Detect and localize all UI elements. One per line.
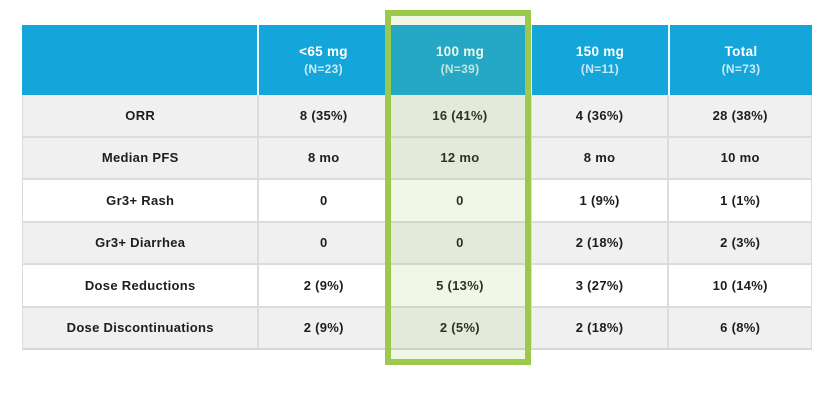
column-label: 150 mg — [575, 43, 625, 59]
cell: 2 (18%) — [529, 307, 668, 348]
cell: 1 (9%) — [529, 180, 668, 221]
column-n: (N=73) — [721, 62, 761, 77]
header-cell-total: Total (N=73) — [668, 25, 812, 95]
row-label: Dose Discontinuations — [23, 307, 258, 348]
cell: 2 (5%) — [388, 307, 530, 348]
cell: 8 mo — [529, 137, 668, 178]
cell: 28 (38%) — [667, 95, 812, 136]
table-row-gr3-diarrhea: Gr3+ Diarrhea 0 0 2 (18%) 2 (3%) — [23, 220, 812, 263]
cell: 10 (14%) — [667, 265, 812, 306]
cell: 16 (41%) — [388, 95, 530, 136]
header-cell-150mg: 150 mg (N=11) — [530, 25, 668, 95]
column-label: 100 mg — [435, 43, 485, 59]
cell: 6 (8%) — [667, 307, 812, 348]
table-row-median-pfs: Median PFS 8 mo 12 mo 8 mo 10 mo — [23, 135, 812, 178]
header-cell-100mg: 100 mg (N=39) — [388, 25, 530, 95]
cell: 5 (13%) — [388, 265, 530, 306]
table-row-dose-discontinuations: Dose Discontinuations 2 (9%) 2 (5%) 2 (1… — [23, 305, 812, 348]
row-label: ORR — [23, 95, 258, 136]
column-label: Total — [724, 43, 758, 59]
cell: 0 — [257, 180, 389, 221]
column-label: <65 mg — [299, 43, 348, 59]
row-label: Gr3+ Rash — [23, 180, 258, 221]
table-header-row: <65 mg (N=23) 100 mg (N=39) 150 mg (N=11… — [22, 25, 812, 95]
row-label: Gr3+ Diarrhea — [23, 222, 258, 263]
column-n: (N=11) — [580, 62, 620, 77]
cell: 8 mo — [257, 137, 389, 178]
column-n: (N=23) — [304, 62, 343, 77]
cell: 12 mo — [388, 137, 530, 178]
header-cell-under65mg: <65 mg (N=23) — [257, 25, 388, 95]
header-cell-blank — [22, 25, 257, 95]
row-label: Median PFS — [23, 137, 258, 178]
row-label: Dose Reductions — [23, 265, 258, 306]
cell: 0 — [388, 180, 530, 221]
cell: 0 — [257, 222, 389, 263]
cell: 2 (18%) — [529, 222, 668, 263]
cell: 2 (9%) — [257, 265, 389, 306]
cell: 2 (3%) — [667, 222, 812, 263]
cell: 2 (9%) — [257, 307, 389, 348]
cell: 1 (1%) — [667, 180, 812, 221]
dose-outcomes-table: <65 mg (N=23) 100 mg (N=39) 150 mg (N=11… — [22, 25, 812, 350]
cell: 8 (35%) — [257, 95, 389, 136]
table-body: ORR 8 (35%) 16 (41%) 4 (36%) 28 (38%) Me… — [22, 95, 812, 350]
cell: 0 — [388, 222, 530, 263]
table-row-gr3-rash: Gr3+ Rash 0 0 1 (9%) 1 (1%) — [23, 178, 812, 221]
cell: 4 (36%) — [529, 95, 668, 136]
column-n: (N=39) — [440, 62, 480, 77]
table-row-dose-reductions: Dose Reductions 2 (9%) 5 (13%) 3 (27%) 1… — [23, 263, 812, 306]
cell: 10 mo — [667, 137, 812, 178]
cell: 3 (27%) — [529, 265, 668, 306]
table-row-orr: ORR 8 (35%) 16 (41%) 4 (36%) 28 (38%) — [23, 95, 812, 136]
